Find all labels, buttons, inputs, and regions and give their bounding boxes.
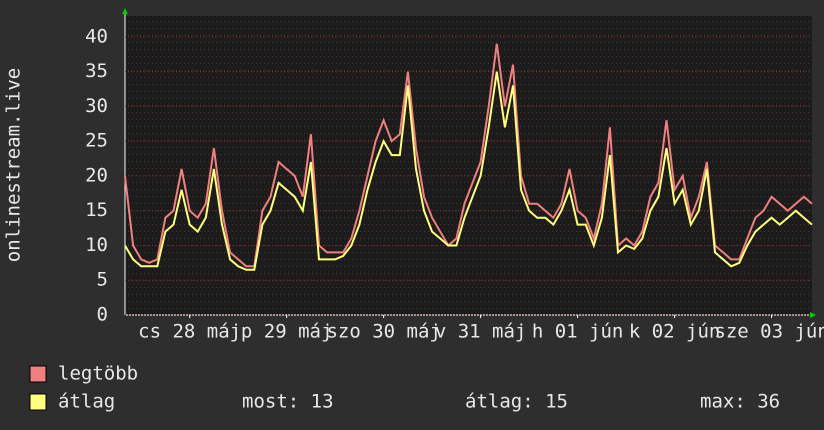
legend-label: átlag — [58, 391, 115, 413]
x-tick-label: k 02 jún — [629, 321, 721, 343]
y-tick-label: 0 — [97, 304, 108, 326]
y-tick-label: 15 — [85, 199, 108, 221]
x-arrow — [810, 312, 816, 318]
y-tick-label: 25 — [85, 130, 108, 152]
x-tick-label: szo 30 máj — [326, 321, 440, 343]
x-tick-label: v 31 máj — [435, 321, 527, 343]
x-tick-label: sze 03 jún — [714, 321, 824, 343]
y-axis-label: onlinestream.live — [3, 68, 25, 262]
x-tick-label: h 01 jún — [532, 321, 624, 343]
series-line — [124, 71, 813, 271]
y-arrow — [122, 8, 128, 14]
y-tick-label: 35 — [85, 60, 108, 82]
series-line — [124, 43, 813, 268]
legend-stat: max: 36 — [700, 391, 780, 413]
y-tick-label: 5 — [97, 269, 108, 291]
legend-swatch — [29, 365, 47, 383]
legend-swatch — [29, 393, 47, 411]
plot-texture — [125, 16, 812, 315]
x-tick-label: cs 28 máj — [138, 321, 241, 343]
y-tick-label: 20 — [85, 164, 108, 186]
x-tick-label: p 29 máj — [241, 321, 333, 343]
y-tick-label: 40 — [85, 25, 108, 47]
y-tick-label: 30 — [85, 95, 108, 117]
legend-stat: átlag: 15 — [465, 391, 568, 413]
legend-stat: most: 13 — [242, 391, 334, 413]
legend-label: legtöbb — [58, 363, 138, 385]
y-tick-label: 10 — [85, 234, 108, 256]
